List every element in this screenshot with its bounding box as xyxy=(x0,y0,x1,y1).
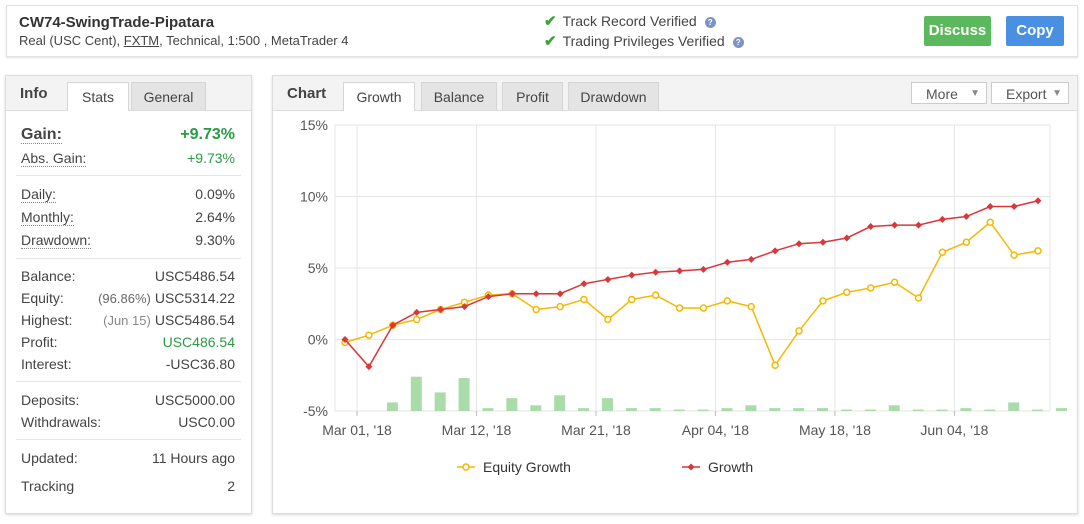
system-name: CW74-SwingTrade-Pipatara xyxy=(19,14,215,31)
divider xyxy=(16,381,241,382)
gain-label: Gain: xyxy=(21,126,62,144)
monthly-row: Monthly: 2.64% xyxy=(21,209,235,226)
highest-value: USC5486.54 xyxy=(154,312,235,328)
interest-value: -USC36.80 xyxy=(165,356,235,372)
abs-gain-value: +9.73% xyxy=(187,150,235,166)
drawdown-label: Drawdown: xyxy=(21,232,92,249)
dropdown-arrow-icon: ▼ xyxy=(970,88,980,99)
equity-value: USC5314.22 xyxy=(154,290,235,306)
abs-gain-row: Abs. Gain: +9.73% xyxy=(21,150,235,167)
account-type: Real (USC Cent), xyxy=(19,33,124,48)
tab-profit[interactable]: Profit xyxy=(502,82,563,110)
copy-button[interactable]: Copy xyxy=(1006,16,1064,46)
updated-label: Updated: xyxy=(21,450,78,466)
equity-label: Equity: xyxy=(21,290,64,306)
chart-title: Chart xyxy=(287,85,327,102)
interest-row: Interest: -USC36.80 xyxy=(21,356,235,372)
trading-privileges-verified: ✔ Trading Privileges Verified? xyxy=(544,32,744,50)
highest-date: (Jun 15) xyxy=(103,313,151,328)
updated-value: 11 Hours ago xyxy=(151,450,235,466)
updated-row: Updated: 11 Hours ago xyxy=(21,450,235,466)
info-panel: Info Stats General Gain: +9.73% Abs. Gai… xyxy=(5,75,252,514)
daily-value: 0.09% xyxy=(195,186,235,202)
monthly-value: 2.64% xyxy=(195,209,235,225)
highest-row: Highest: (Jun 15) USC5486.54 xyxy=(21,312,235,328)
tab-growth[interactable]: Growth xyxy=(343,82,415,111)
chart-panel: Chart Growth Balance Profit Drawdown Mor… xyxy=(272,75,1078,514)
verification-label: Trading Privileges Verified xyxy=(562,33,725,49)
abs-gain-label: Abs. Gain: xyxy=(21,150,87,167)
check-icon: ✔ xyxy=(544,33,557,50)
dropdown-arrow-icon: ▼ xyxy=(1052,88,1062,99)
tracking-label: Tracking xyxy=(21,478,75,494)
withdrawals-value: USC0.00 xyxy=(178,414,235,430)
tab-general[interactable]: General xyxy=(131,82,206,110)
account-info: Real (USC Cent), FXTM, Technical, 1:500 … xyxy=(19,33,348,48)
info-tabbar: Info Stats General xyxy=(6,76,251,111)
help-icon[interactable]: ? xyxy=(704,16,716,28)
broker-link[interactable]: FXTM xyxy=(123,33,160,48)
tab-stats[interactable]: Stats xyxy=(67,82,129,111)
chart-tabbar: Chart Growth Balance Profit Drawdown Mor… xyxy=(273,76,1077,111)
tab-balance[interactable]: Balance xyxy=(421,82,497,110)
highest-value-wrap: (Jun 15) USC5486.54 xyxy=(103,312,235,328)
monthly-label: Monthly: xyxy=(21,209,74,226)
profit-label: Profit: xyxy=(21,334,58,350)
deposits-row: Deposits: USC5000.00 xyxy=(21,392,235,408)
export-label: Export xyxy=(1006,86,1047,102)
account-details: , Technical, 1:500 , MetaTrader 4 xyxy=(159,33,349,48)
deposits-label: Deposits: xyxy=(21,392,80,408)
verification-label: Track Record Verified xyxy=(562,13,697,29)
withdrawals-row: Withdrawals: USC0.00 xyxy=(21,414,235,430)
discuss-button[interactable]: Discuss xyxy=(924,16,991,46)
tracking-value: 2 xyxy=(227,478,235,494)
equity-row: Equity: (96.86%) USC5314.22 xyxy=(21,290,235,306)
gain-row: Gain: +9.73% xyxy=(21,126,235,144)
info-title: Info xyxy=(20,85,48,102)
highest-label: Highest: xyxy=(21,312,73,328)
withdrawals-label: Withdrawals: xyxy=(21,414,102,430)
profit-value: USC486.54 xyxy=(162,334,235,350)
daily-label: Daily: xyxy=(21,186,57,203)
daily-row: Daily: 0.09% xyxy=(21,186,235,203)
more-menu-button[interactable]: More ▼ xyxy=(911,82,987,104)
gain-value: +9.73% xyxy=(180,126,235,143)
drawdown-row: Drawdown: 9.30% xyxy=(21,232,235,249)
track-record-verified: ✔ Track Record Verified? xyxy=(544,12,716,30)
balance-row: Balance: USC5486.54 xyxy=(21,268,235,284)
drawdown-value: 9.30% xyxy=(195,232,235,248)
equity-percent: (96.86%) xyxy=(98,291,151,306)
deposits-value: USC5000.00 xyxy=(154,392,235,408)
divider xyxy=(16,258,241,259)
divider xyxy=(16,175,241,176)
divider xyxy=(16,439,241,440)
tracking-row: Tracking 2 xyxy=(21,478,235,494)
help-icon[interactable]: ? xyxy=(732,36,744,48)
profit-row: Profit: USC486.54 xyxy=(21,334,235,350)
balance-value: USC5486.54 xyxy=(154,268,235,284)
interest-label: Interest: xyxy=(21,356,72,372)
system-header: CW74-SwingTrade-Pipatara Real (USC Cent)… xyxy=(6,5,1078,57)
equity-value-wrap: (96.86%) USC5314.22 xyxy=(98,290,235,306)
more-label: More xyxy=(926,86,958,102)
balance-label: Balance: xyxy=(21,268,76,284)
check-icon: ✔ xyxy=(544,13,557,30)
tab-drawdown[interactable]: Drawdown xyxy=(568,82,659,110)
export-menu-button[interactable]: Export ▼ xyxy=(991,82,1069,104)
